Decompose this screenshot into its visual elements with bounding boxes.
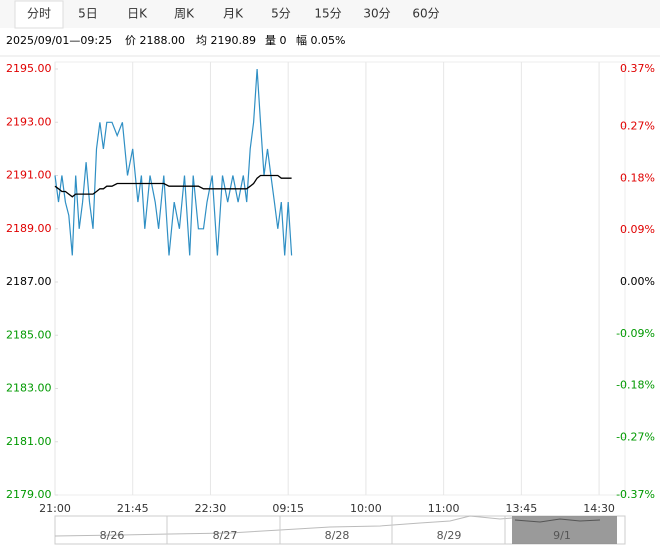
y2-tick-label: -0.09% <box>616 327 655 340</box>
x-tick-label: 21:00 <box>39 502 71 515</box>
tab[interactable]: 周K <box>174 7 195 21</box>
series-line <box>54 174 292 198</box>
y-tick-label: 2185.00 <box>6 328 52 341</box>
x-tick-label: 21:45 <box>117 502 149 515</box>
y2-tick-label: 0.00% <box>620 275 655 288</box>
tab[interactable]: 月K <box>223 7 244 21</box>
tab[interactable]: 15分 <box>314 7 341 21</box>
y-tick-label: 2189.00 <box>6 222 52 235</box>
y-tick-label: 2179.00 <box>6 488 52 501</box>
y-tick-label: 2193.00 <box>6 115 52 128</box>
y2-tick-label: -0.27% <box>616 430 655 443</box>
x-tick-label: 14:30 <box>583 502 615 515</box>
info-avg: 均 2190.89 <box>196 34 256 47</box>
navigator <box>54 515 626 545</box>
info-volume: 量 0 <box>265 34 287 47</box>
navigator-date: 8/28 <box>325 529 350 542</box>
tab-selected <box>14 0 64 29</box>
x-tick-label: 22:30 <box>195 502 227 515</box>
series-line <box>54 68 293 256</box>
tab[interactable]: 日K <box>127 7 148 21</box>
y-tick-label: 2195.00 <box>6 62 52 75</box>
tab[interactable]: 5分 <box>271 7 291 21</box>
info-price: 价 2188.00 <box>125 34 185 47</box>
x-tick-label: 09:15 <box>272 502 304 515</box>
tab[interactable]: 分时 <box>27 7 51 21</box>
y2-tick-label: -0.18% <box>616 379 655 392</box>
y2-tick-label: 0.37% <box>620 62 655 75</box>
x-tick-label: 13:45 <box>506 502 538 515</box>
tab[interactable]: 60分 <box>412 7 439 21</box>
navigator-date: 8/29 <box>437 529 462 542</box>
y-tick-label: 2181.00 <box>6 435 52 448</box>
tab[interactable]: 5日 <box>78 7 98 21</box>
info-change: 幅 0.05% <box>296 34 345 47</box>
navigator-date: 8/26 <box>100 529 125 542</box>
y2-tick-label: 0.18% <box>620 171 655 184</box>
info-time: 2025/09/01—09:25 <box>6 34 112 47</box>
y2-tick-label: -0.37% <box>616 488 655 501</box>
plot-frame <box>54 61 626 496</box>
tabs: 分时 5日 日K 周K 月K 5分 15分 30分 60分 <box>27 7 440 21</box>
y2-tick-label: 0.09% <box>620 223 655 236</box>
navigator-selection-trace <box>514 518 601 523</box>
y-tick-label: 2191.00 <box>6 169 52 182</box>
navigator-date: 8/27 <box>213 529 238 542</box>
tab-bar <box>0 0 660 28</box>
x-tick-label: 10:00 <box>350 502 382 515</box>
tab[interactable]: 30分 <box>363 7 390 21</box>
x-tick-label: 11:00 <box>428 502 460 515</box>
navigator-date: 9/1 <box>553 529 571 542</box>
navigator-trace <box>54 515 513 537</box>
y-tick-label: 2187.00 <box>6 275 52 288</box>
y-tick-label: 2183.00 <box>6 382 52 395</box>
y2-tick-label: 0.27% <box>620 120 655 133</box>
